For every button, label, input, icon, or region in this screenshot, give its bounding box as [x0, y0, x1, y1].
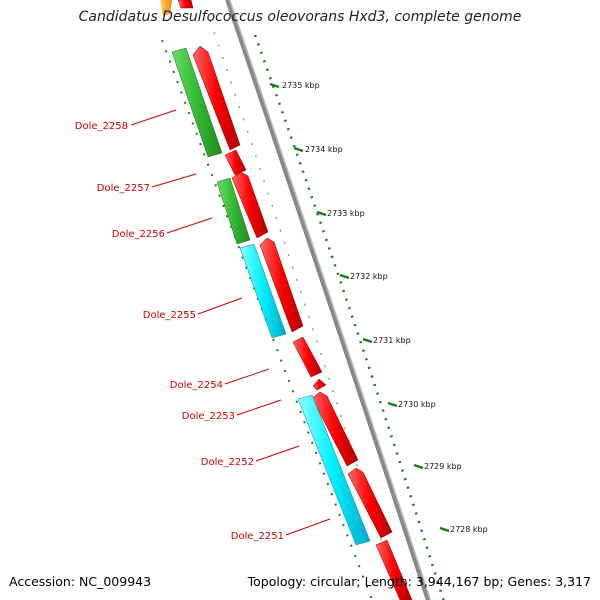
green-features [171, 47, 251, 245]
gene-label: Dole_2251 [231, 531, 284, 542]
genome-backbone [225, 0, 431, 600]
cds-arrow [347, 467, 393, 539]
major-ticks [269, 82, 450, 533]
gene-label: Dole_2255 [143, 310, 196, 321]
map-title: Candidatus Desulfococcus oleovorans Hxd3… [78, 9, 522, 25]
gene-label: Dole_2254 [170, 380, 223, 391]
cds-arrow [224, 149, 247, 176]
gene-label: Dole_2252 [201, 457, 254, 468]
orange-feature [160, 0, 172, 16]
tick-label: 2730 kbp [398, 400, 436, 409]
cds-arrow [312, 378, 327, 391]
accession-text: Accession: NC_009943 [9, 574, 152, 589]
cds-arrow [292, 336, 323, 378]
cds-arrow [192, 45, 241, 151]
tick-label: 2728 kbp [450, 525, 488, 534]
green-feature [216, 177, 251, 245]
cds-arrow [375, 539, 413, 600]
tick-label: 2735 kbp [282, 81, 320, 90]
label-leaders [130, 109, 331, 536]
cds-arrow [231, 171, 269, 239]
tick-label: 2733 kbp [327, 209, 365, 218]
gene-label: Dole_2258 [75, 121, 128, 132]
cyan-feature [239, 243, 287, 339]
cds-track [177, 0, 413, 600]
gene-label: Dole_2257 [97, 183, 150, 194]
cds-arrow [177, 0, 194, 9]
tick-label: 2732 kbp [350, 272, 388, 281]
cyan-features [239, 243, 371, 546]
gene-label: Dole_2253 [182, 411, 235, 422]
tick-label: 2734 kbp [305, 145, 343, 154]
cds-arrow [259, 237, 304, 333]
green-feature [171, 47, 223, 158]
guide-track-2 [209, 19, 401, 600]
tick-label: 2731 kbp [373, 336, 411, 345]
tick-label: 2729 kbp [424, 462, 462, 471]
cds-arrow [311, 391, 359, 467]
cyan-feature [297, 394, 371, 546]
gene-label: Dole_2256 [112, 229, 165, 240]
genome-summary: Topology: circular; Length: 3,944,167 bp… [247, 574, 591, 589]
